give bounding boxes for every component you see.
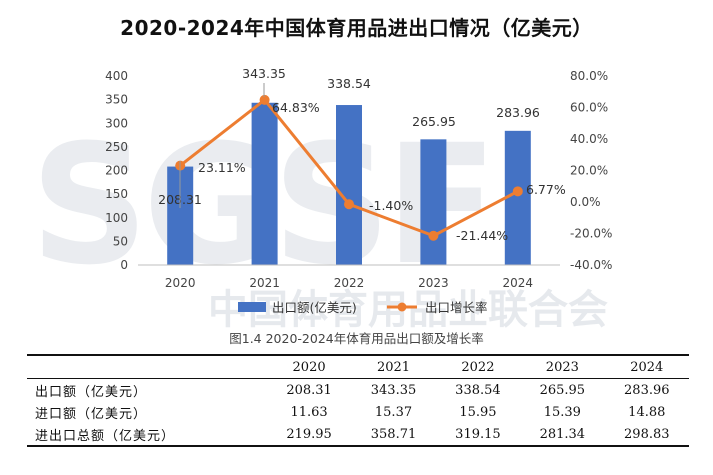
table-cell: 281.34 <box>539 426 586 442</box>
table-cell: 338.54 <box>455 382 501 398</box>
y2-tick-label: 60.0% <box>570 101 608 115</box>
table-cell: 208.31 <box>286 382 332 398</box>
table-cell: 14.88 <box>628 404 666 420</box>
table-cell: 219.95 <box>286 426 332 442</box>
bar <box>336 105 362 265</box>
table-cell: 298.83 <box>624 426 670 442</box>
row-label: 进口额（亿美元） <box>35 406 148 422</box>
y-tick-label: 150 <box>105 187 128 201</box>
table-cell: 15.39 <box>543 404 581 420</box>
table-cell: 343.35 <box>370 382 417 398</box>
table-cell: 15.95 <box>459 404 497 420</box>
x-tick-label: 2021 <box>249 276 280 290</box>
line-point <box>344 199 354 210</box>
line-value-label: 23.11% <box>198 160 246 175</box>
y-tick-label: 350 <box>105 93 128 107</box>
table-row: 出口额（亿美元） 208.31 343.35 338.54 265.95 283… <box>27 379 689 402</box>
table-header-row: 2020 2021 2022 2023 2024 <box>27 355 689 379</box>
line-value-label: -21.44% <box>456 228 508 243</box>
x-tick-label: 2023 <box>418 276 449 290</box>
y-tick-label: 400 <box>105 69 128 83</box>
bar <box>251 102 278 266</box>
table-header-cell: 2022 <box>461 359 495 375</box>
table-cell: 319.15 <box>455 426 501 442</box>
y2-tick-label: 20.0% <box>570 164 608 178</box>
y2-tick-label: 40.0% <box>570 132 608 146</box>
x-tick-label: 2020 <box>165 276 196 290</box>
table-row: 进出口总额（亿美元） 219.95 358.71 319.15 281.34 2… <box>27 423 689 446</box>
summary-table: 2020 2021 2022 2023 2024 出口额（亿美元） 208.31… <box>27 354 689 447</box>
line-value-label: 64.83% <box>272 100 320 115</box>
x-tick-label: 2022 <box>334 276 365 290</box>
row-label: 进出口总额（亿美元） <box>35 428 176 444</box>
legend-label: 出口额(亿美元) <box>272 300 357 315</box>
table-cell: 265.95 <box>539 382 586 398</box>
table-cell: 11.63 <box>290 404 328 420</box>
bar-value-label: 338.54 <box>327 76 371 91</box>
line-point <box>428 230 439 241</box>
y-tick-label: 300 <box>105 116 128 130</box>
legend-swatch-marker <box>397 302 407 312</box>
legend-swatch-bar <box>238 302 266 312</box>
table-cell: 15.37 <box>374 404 413 420</box>
table-header-cell: 2020 <box>292 359 326 375</box>
table-cell: 283.96 <box>624 382 670 398</box>
table-header-cell: 2021 <box>376 359 411 375</box>
x-tick-label: 2024 <box>503 276 534 290</box>
y2-tick-label: -40.0% <box>570 258 612 272</box>
y-tick-label: 200 <box>105 164 128 178</box>
table-header-cell: 2024 <box>630 359 664 375</box>
line-value-label: 6.77% <box>526 182 566 197</box>
chart-caption: 图1.4 2020-2024年体育用品出口额及增长率 <box>229 331 484 346</box>
y-tick-label: 50 <box>113 234 128 248</box>
table-header-cell <box>27 355 267 379</box>
table-header-cell: 2023 <box>545 359 579 375</box>
y2-tick-label: 0.0% <box>570 195 601 209</box>
line-value-label: -1.40% <box>369 198 413 213</box>
line-point <box>512 186 523 197</box>
table-row: 进口额（亿美元） 11.63 15.37 15.95 15.39 14.88 <box>27 401 689 423</box>
bar-value-label: 343.35 <box>242 66 286 81</box>
page-title: 2020-2024年中国体育用品进出口情况（亿美元） <box>120 16 593 40</box>
bar-value-label: 283.96 <box>496 105 540 120</box>
bar-value-label: 265.95 <box>412 114 456 129</box>
y-tick-label: 0 <box>120 258 128 272</box>
legend-label: 出口增长率 <box>425 300 488 315</box>
y2-tick-label: 80.0% <box>570 69 608 83</box>
y2-tick-label: -20.0% <box>570 227 612 241</box>
y-tick-label: 100 <box>105 211 128 225</box>
line-point <box>259 94 270 105</box>
chart-area: 0 50 100 150 200 250 300 350 400 -40.0% -20.0% 0.0%… <box>105 66 612 315</box>
table-cell: 358.71 <box>370 426 417 442</box>
bar <box>504 130 531 265</box>
row-label: 出口额（亿美元） <box>35 384 148 400</box>
y-tick-label: 250 <box>105 140 128 154</box>
bar <box>420 139 447 265</box>
